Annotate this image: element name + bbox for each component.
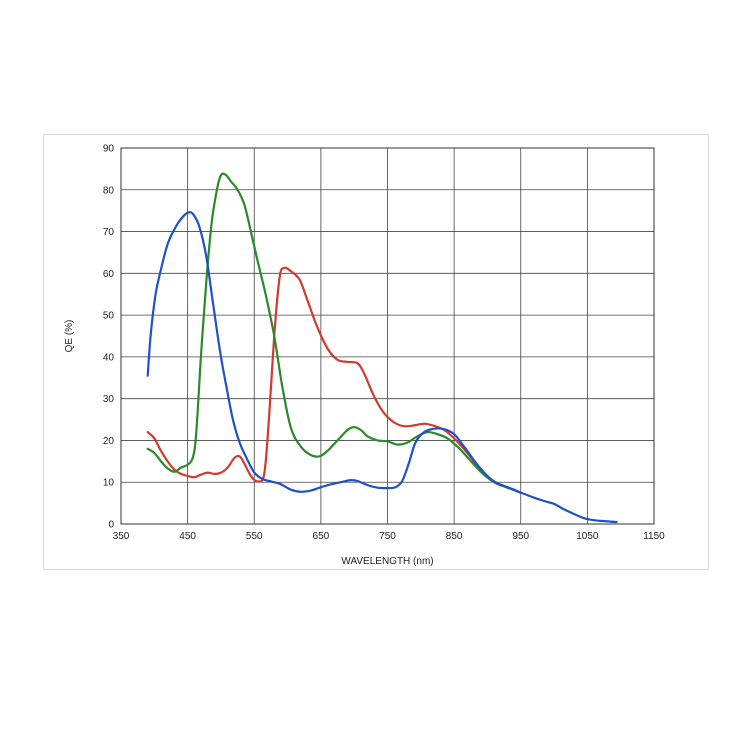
x-tick-label: 350 bbox=[113, 531, 130, 542]
y-tick-label: 90 bbox=[103, 144, 115, 155]
green-series-line bbox=[146, 172, 522, 494]
y-tick-label: 50 bbox=[103, 311, 115, 322]
blue-series-line bbox=[146, 211, 618, 524]
x-tick-label: 550 bbox=[246, 531, 263, 542]
y-tick-label: 10 bbox=[103, 478, 115, 489]
y-tick-label: 80 bbox=[103, 185, 115, 196]
x-tick-label: 850 bbox=[446, 531, 463, 542]
x-tick-label: 1050 bbox=[576, 531, 599, 542]
y-tick-labels: 0 10 20 30 40 50 60 70 80 90 bbox=[103, 144, 115, 531]
y-axis-label: QE (%) bbox=[64, 320, 75, 353]
chart-frame bbox=[43, 134, 709, 570]
x-tick-labels: 350 450 550 650 750 850 950 1050 1150 bbox=[113, 531, 666, 542]
y-tick-label: 0 bbox=[108, 520, 114, 531]
y-tick-label: 70 bbox=[103, 227, 115, 238]
x-tick-label: 950 bbox=[512, 531, 529, 542]
red-series-line bbox=[146, 266, 522, 494]
series-layer bbox=[146, 172, 618, 524]
x-axis-label: WAVELENGTH (nm) bbox=[341, 556, 433, 567]
grid bbox=[120, 147, 655, 525]
y-tick-label: 40 bbox=[103, 352, 115, 363]
y-tick-label: 30 bbox=[103, 394, 115, 405]
x-tick-label: 750 bbox=[379, 531, 396, 542]
y-tick-label: 60 bbox=[103, 269, 115, 280]
x-tick-label: 450 bbox=[179, 531, 196, 542]
x-tick-label: 650 bbox=[313, 531, 330, 542]
x-tick-label: 1150 bbox=[643, 531, 665, 542]
plot-border bbox=[120, 147, 655, 525]
y-tick-label: 20 bbox=[103, 436, 115, 447]
